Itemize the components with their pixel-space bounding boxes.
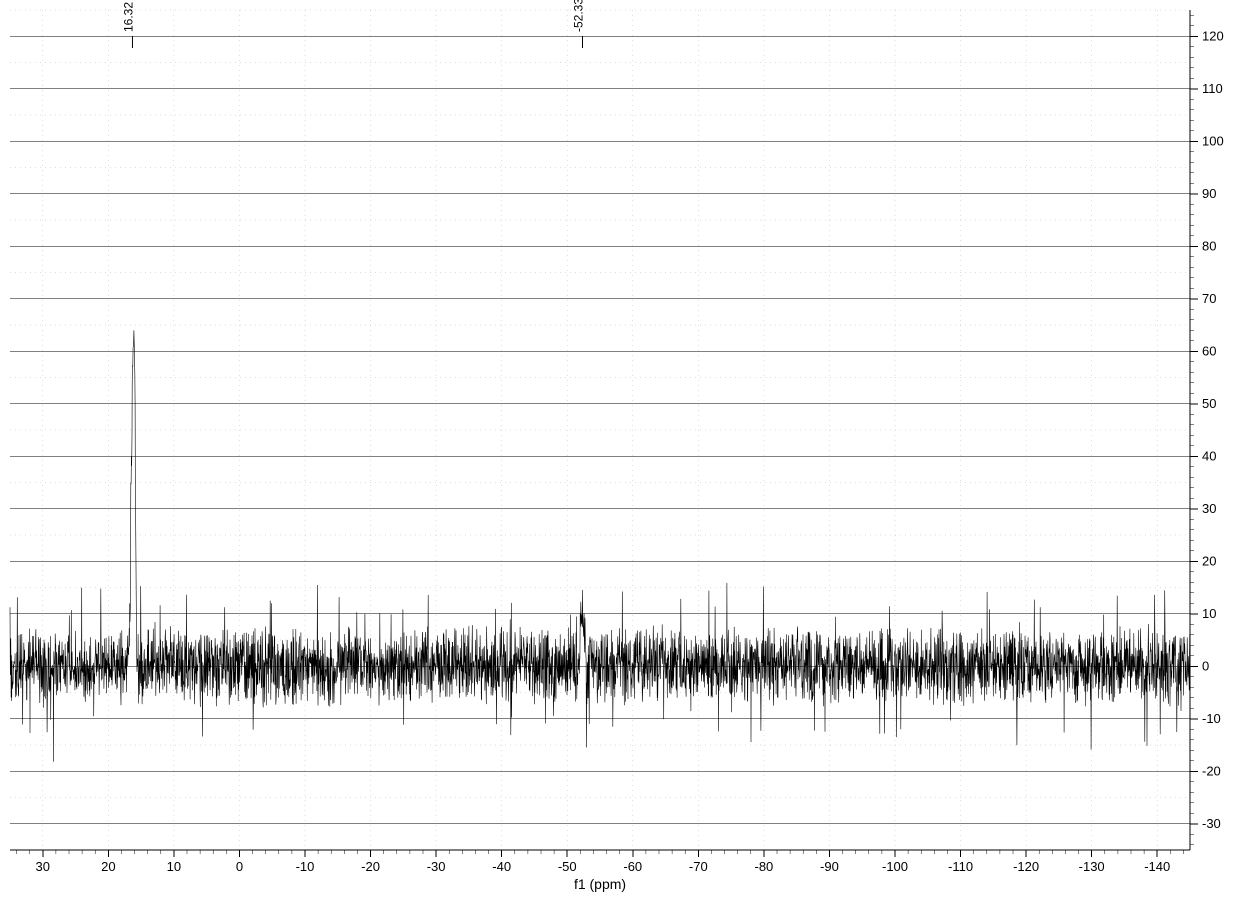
y-tick-label: 60: [1202, 343, 1216, 358]
y-tick-label: -30: [1202, 816, 1221, 831]
y-tick-label: 70: [1202, 291, 1216, 306]
x-tick-label: -140: [1144, 859, 1170, 874]
x-tick-label: 30: [36, 859, 50, 874]
x-tick-label: 20: [101, 859, 115, 874]
peak-label: -52.33: [571, 0, 585, 32]
x-tick-label: -50: [558, 859, 577, 874]
y-tick-label: 90: [1202, 186, 1216, 201]
x-tick-label: -100: [882, 859, 908, 874]
x-tick-label: -20: [361, 859, 380, 874]
y-tick-label: 110: [1202, 81, 1223, 96]
x-tick-label: -40: [492, 859, 511, 874]
x-tick-label: 0: [236, 859, 243, 874]
y-tick-label: 30: [1202, 501, 1216, 516]
nmr-spectrum-plot: 3020100-10-20-30-40-50-60-70-80-90-100-1…: [0, 0, 1240, 906]
y-tick-label: -20: [1202, 763, 1221, 778]
y-tick-label: 120: [1202, 28, 1224, 43]
y-tick-label: 100: [1202, 133, 1224, 148]
y-tick-label: 80: [1202, 238, 1216, 253]
x-tick-label: -110: [948, 859, 973, 874]
y-tick-label: 10: [1202, 606, 1216, 621]
peak-label: 16.32: [121, 2, 135, 32]
x-tick-label: -10: [296, 859, 315, 874]
x-tick-label: -120: [1013, 859, 1039, 874]
y-tick-label: 20: [1202, 553, 1216, 568]
x-tick-label: -130: [1079, 859, 1105, 874]
x-tick-label: -90: [820, 859, 839, 874]
x-tick-label: -60: [623, 859, 642, 874]
y-tick-label: -10: [1202, 711, 1221, 726]
x-tick-label: -30: [427, 859, 446, 874]
x-tick-label: -70: [689, 859, 708, 874]
x-tick-label: 10: [167, 859, 181, 874]
x-tick-label: -80: [754, 859, 773, 874]
y-tick-label: 40: [1202, 448, 1216, 463]
y-tick-label: 0: [1202, 658, 1209, 673]
y-tick-label: 50: [1202, 396, 1216, 411]
x-axis-title: f1 (ppm): [574, 876, 626, 892]
